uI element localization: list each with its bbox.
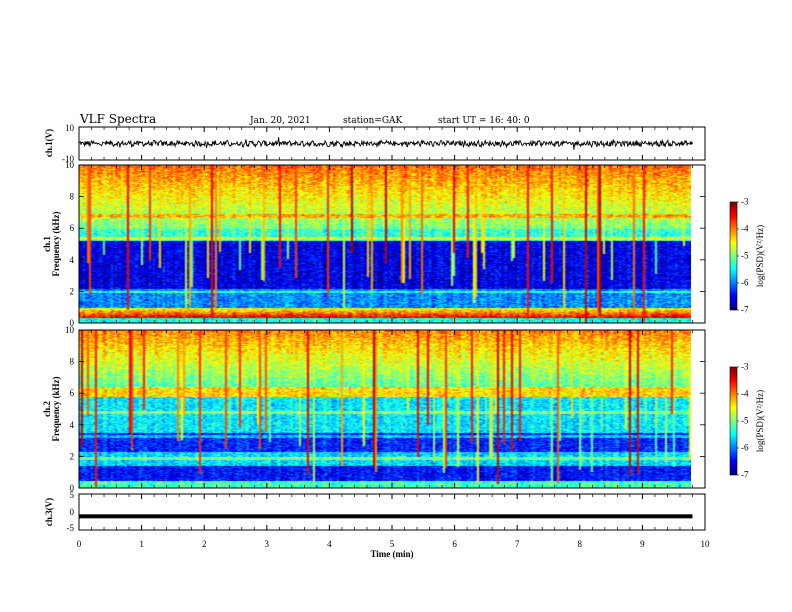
panel-ch3-frame [78,493,706,531]
ch1-ytick-bottom: -10 [62,154,74,164]
y-tick-label: 8 [70,192,75,202]
colorbar-tick-label: -5 [741,416,749,426]
y-tick-label: 6 [70,388,75,398]
ch1-colorbar: -3 -4 -5 -6 -7 log(PSD)(V²/Hz) [729,197,765,315]
ch2-colorbar-image [730,367,737,475]
x-tick-label: 2 [202,539,207,549]
x-tick-label: 8 [578,539,583,549]
x-tick-label: 9 [640,539,645,549]
x-tick-label: 4 [327,539,332,549]
ch2-colorbar-ticks: -3 -4 -5 -6 -7 [737,362,749,480]
ch1-colorbar-label: log(PSD)(V²/Hz) [755,225,765,287]
colorbar-tick-label: -5 [741,251,749,261]
ch3-ytick-bottom: -5 [67,523,75,533]
ch1-spec-ylabel-line1: ch.1 [42,236,52,252]
colorbar-tick-label: -4 [741,224,749,234]
colorbar-tick-label: -7 [741,305,749,315]
ch1-wave-ylabel: ch.1(V) [44,129,54,157]
ch3-ytick-mid: 0 [70,507,75,517]
ch3-ytick-top: 5 [70,490,75,500]
x-tick-label: 6 [452,539,457,549]
colorbar-tick-label: -4 [741,389,749,399]
ch2-spectrogram-image [79,330,691,488]
ch1-spectrogram-image [79,165,691,323]
x-tick-label: 3 [265,539,270,549]
x-axis-ticks [78,127,706,530]
ch1-colorbar-ticks: -3 -4 -5 -6 -7 [737,197,749,315]
y-tick-label: 10 [65,325,75,335]
ch2-spec-yticks: 0 2 4 6 8 10 [65,325,705,493]
panel-ch1-spectrogram: 0 2 4 6 8 10 ch.1 Frequency (kHz) [42,160,706,328]
x-tick-label: 1 [139,539,144,549]
y-tick-label: 4 [70,255,75,265]
ch2-colorbar-label: log(PSD)(V²/Hz) [755,390,765,452]
ch1-colorbar-image [730,202,737,310]
y-tick-label: 10 [65,160,75,170]
y-tick-label: 8 [70,357,75,367]
ch1-spec-yticks: 0 2 4 6 8 10 [65,160,705,328]
x-tick-label: 5 [390,539,395,549]
figure-title: VLF Spectra [79,112,156,126]
ch1-spec-ylabel-line2: Frequency (kHz) [51,211,61,276]
panel-ch1-waveform: 10 -10 ch.1(V) [44,123,706,164]
station-label: station=GAK [343,116,403,126]
colorbar-tick-label: -7 [741,470,749,480]
y-tick-label: 2 [70,286,75,296]
ch3-trace [79,514,693,519]
ch2-spec-ylabel-line2: Frequency (kHz) [51,376,61,441]
y-tick-label: 0 [70,318,75,328]
colorbar-tick-label: -3 [741,362,749,372]
y-tick-label: 0 [70,483,75,493]
ch2-spec-ylabel-line1: ch.2 [42,401,52,417]
colorbar-tick-label: -6 [741,278,749,288]
colorbar-tick-label: -3 [741,197,749,207]
ch1-trace [78,137,693,150]
x-axis-label: Time (min) [370,549,413,559]
start-time-label: start UT = 16: 40: 0 [438,116,530,126]
x-tick-label: 7 [515,539,520,549]
ch2-colorbar: -3 -4 -5 -6 -7 log(PSD)(V²/Hz) [729,362,765,480]
y-tick-label: 6 [70,223,75,233]
panel-ch3-waveform: 5 0 -5 ch.3(V) [44,490,706,533]
y-tick-label: 4 [70,420,75,430]
ch1-ytick-top: 10 [65,123,75,133]
panel-ch2-spectrogram: 0 2 4 6 8 10 ch.2 Frequency (kHz) [42,325,706,493]
ch3-wave-ylabel: ch.3(V) [44,498,54,526]
x-axis-tick-labels: 0 1 2 3 4 5 6 7 8 9 10 [77,539,710,549]
x-tick-label: 10 [701,539,711,549]
date-label: Jan. 20, 2021 [249,116,311,126]
y-tick-label: 2 [70,451,75,461]
colorbar-tick-label: -6 [741,443,749,453]
x-tick-label: 0 [77,539,82,549]
